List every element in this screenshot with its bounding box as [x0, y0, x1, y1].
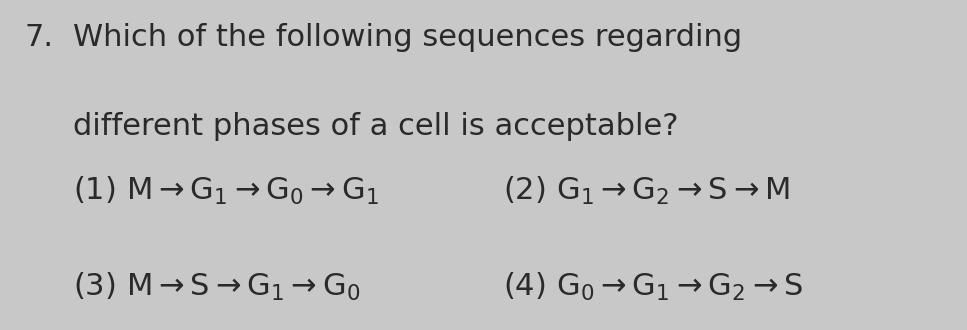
Text: $(1)\ \mathdefault{M}{\rightarrow}\mathdefault{G}_1{\rightarrow}\mathdefault{G}_: $(1)\ \mathdefault{M}{\rightarrow}\mathd…: [73, 175, 378, 208]
Text: 7.: 7.: [24, 23, 53, 52]
Text: $(3)\ \mathdefault{M}{\rightarrow}\mathdefault{S}{\rightarrow}\mathdefault{G}_1{: $(3)\ \mathdefault{M}{\rightarrow}\mathd…: [73, 271, 360, 303]
Text: $(2)\ \mathdefault{G}_1{\rightarrow}\mathdefault{G}_2{\rightarrow}\mathdefault{S: $(2)\ \mathdefault{G}_1{\rightarrow}\mat…: [503, 175, 790, 208]
Text: Which of the following sequences regarding: Which of the following sequences regardi…: [73, 23, 742, 52]
Text: $(4)\ \mathdefault{G}_0{\rightarrow}\mathdefault{G}_1{\rightarrow}\mathdefault{G: $(4)\ \mathdefault{G}_0{\rightarrow}\mat…: [503, 271, 803, 303]
Text: different phases of a cell is acceptable?: different phases of a cell is acceptable…: [73, 112, 678, 141]
